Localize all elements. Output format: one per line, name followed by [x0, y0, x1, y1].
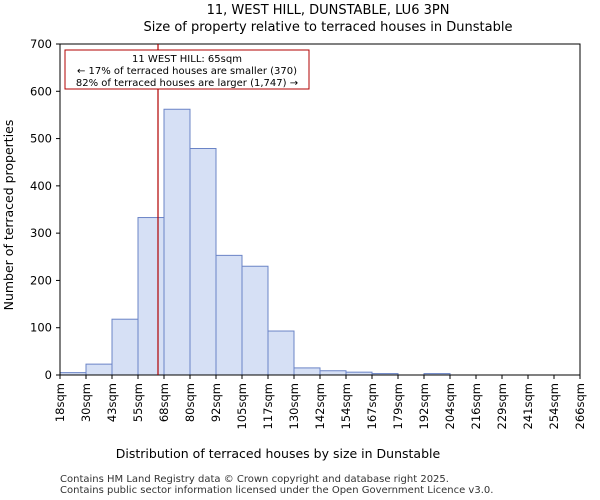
- y-tick-label: 300: [30, 226, 52, 240]
- y-tick-label: 100: [30, 321, 52, 335]
- x-tick-label-266sqm: 266sqm: [573, 383, 587, 429]
- chart-title: 11, WEST HILL, DUNSTABLE, LU6 3PN: [207, 3, 450, 18]
- x-tick-label-92sqm: 92sqm: [209, 383, 223, 422]
- x-tick-label-30sqm: 30sqm: [79, 383, 93, 422]
- x-tick-label-241sqm: 241sqm: [521, 383, 535, 429]
- x-tick-label-254sqm: 254sqm: [547, 383, 561, 429]
- y-axis: 0 100 200 300 400 500 600 700: [30, 37, 60, 382]
- y-tick-label: 0: [45, 368, 52, 382]
- footer-line-1: Contains HM Land Registry data © Crown c…: [60, 474, 449, 485]
- annotation-frame: [64, 49, 310, 90]
- x-tick-label-80sqm: 80sqm: [183, 383, 197, 422]
- bar-130sqm: [293, 367, 321, 376]
- bar-80sqm: [189, 148, 217, 376]
- x-axis-label: Distribution of terraced houses by size …: [116, 446, 441, 461]
- bar-92sqm: [215, 254, 243, 376]
- y-tick-label: 400: [30, 179, 52, 193]
- bar-30sqm: [85, 363, 113, 376]
- x-tick-label-167sqm: 167sqm: [365, 383, 379, 429]
- plot-frame: [59, 43, 581, 376]
- x-tick-label-179sqm: 179sqm: [391, 383, 405, 429]
- y-tick-label: 600: [30, 84, 52, 98]
- x-tick-label-105sqm: 105sqm: [235, 383, 249, 429]
- bar-43sqm: [111, 318, 139, 376]
- chart-subtitle: Size of property relative to terraced ho…: [144, 20, 513, 35]
- x-tick-label-192sqm: 192sqm: [417, 383, 431, 429]
- x-tick-label-68sqm: 68sqm: [157, 383, 171, 422]
- annotation-line-3: 82% of terraced houses are larger (1,747…: [76, 78, 298, 89]
- x-tick-label-204sqm: 204sqm: [443, 383, 457, 429]
- x-tick-label-55sqm: 55sqm: [131, 383, 145, 422]
- bar-105sqm: [241, 265, 269, 376]
- annotation-box: 11 WEST HILL: 65sqm ← 17% of terraced ho…: [64, 49, 310, 90]
- x-tick-label-18sqm: 18sqm: [53, 383, 67, 422]
- y-tick-label: 700: [30, 37, 52, 51]
- bars-group: [59, 108, 451, 376]
- footer-line-2: Contains public sector information licen…: [60, 485, 494, 496]
- x-tick-label-43sqm: 43sqm: [105, 383, 119, 422]
- y-tick-label: 200: [30, 273, 52, 287]
- bar-68sqm: [163, 108, 191, 376]
- bar-55sqm: [137, 217, 165, 376]
- x-tick-label-117sqm: 117sqm: [261, 383, 275, 429]
- y-tick-label: 500: [30, 132, 52, 146]
- x-tick-label-216sqm: 216sqm: [469, 383, 483, 429]
- x-tick-label-154sqm: 154sqm: [339, 383, 353, 429]
- x-tick-label-142sqm: 142sqm: [313, 383, 327, 429]
- bar-142sqm: [319, 370, 347, 376]
- x-axis: 18sqm 30sqm 43sqm 55sqm 68sqm 80sqm 92sqm 105sq…: [53, 375, 587, 429]
- bar-117sqm: [267, 330, 295, 376]
- x-tick-label-229sqm: 229sqm: [495, 383, 509, 429]
- annotation-line-2: ← 17% of terraced houses are smaller (37…: [77, 66, 297, 77]
- annotation-line-1: 11 WEST HILL: 65sqm: [132, 54, 242, 65]
- y-axis-label: Number of terraced properties: [1, 120, 16, 311]
- x-tick-label-130sqm: 130sqm: [287, 383, 301, 429]
